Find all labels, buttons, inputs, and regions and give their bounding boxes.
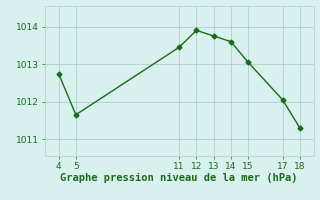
X-axis label: Graphe pression niveau de la mer (hPa): Graphe pression niveau de la mer (hPa) bbox=[60, 173, 298, 183]
